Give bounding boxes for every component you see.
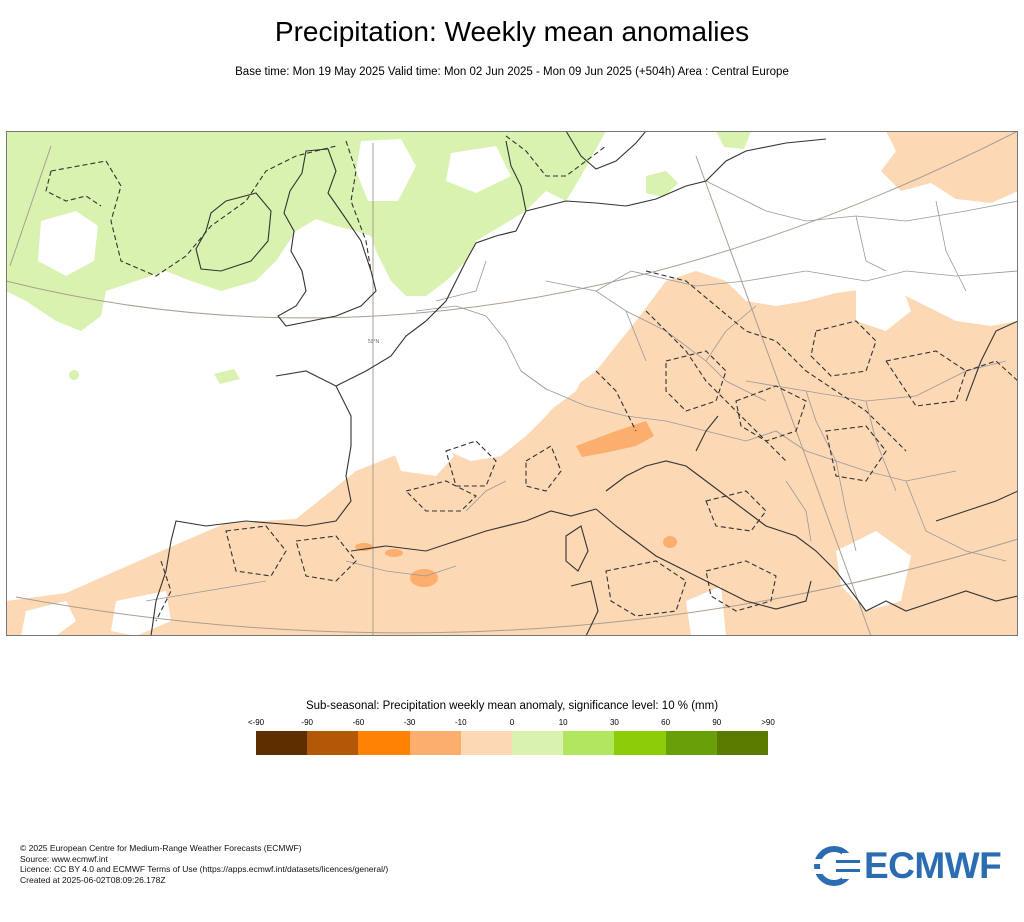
negative-anomaly-northeast (881, 131, 1018, 203)
legend-labels: <-90 -90 -60 -30 -10 0 10 30 60 90 >90 (230, 718, 794, 730)
legend-swatch (614, 731, 666, 755)
legend-swatch (460, 731, 513, 755)
no-signal-patch-6 (856, 271, 911, 331)
legend-tick-label: 0 (509, 718, 515, 727)
country-borders (145, 180, 1018, 602)
legend-tick-label: -60 (352, 718, 365, 727)
map-canvas: 50°N (6, 131, 1018, 636)
ecmwf-logo-mark (814, 846, 860, 886)
strong-negative-spot-1 (410, 569, 438, 587)
no-signal-patch-9 (21, 601, 76, 636)
no-signal-patch-3 (356, 139, 416, 201)
graticule-label: 50°N (368, 339, 380, 345)
legend-colorbar (256, 731, 769, 755)
legend-tick-label: 90 (712, 718, 722, 727)
graticule-meridian-20e (695, 155, 872, 636)
legend-tick-label: -90 (301, 718, 313, 727)
positive-anomaly-denmark (646, 171, 678, 197)
legend-tick-label: 10 (558, 718, 568, 727)
significance-contours (45, 135, 1018, 622)
graticule-meridian-west (9, 145, 52, 267)
graticule-50n (6, 131, 1018, 319)
legend-swatch (307, 731, 359, 755)
footer-licence: Licence: CC BY 4.0 and ECMWF Terms of Us… (20, 864, 389, 874)
ecmwf-logo-text: ECMWF (864, 845, 1002, 886)
strong-negative-alps (576, 421, 654, 457)
footer-source: Source: www.ecmwf.int (20, 853, 108, 864)
footer-created: Created at 2025-06-02T08:09:26.178Z (20, 874, 166, 885)
chart-title: Precipitation: Weekly mean anomalies (274, 16, 750, 47)
legend-tick-label: 30 (609, 718, 619, 727)
no-signal-patch-1 (38, 211, 98, 276)
no-signal-patch-5 (476, 321, 596, 441)
positive-anomaly-small-spot (69, 370, 79, 380)
graticule (6, 131, 1018, 636)
legend-tick-label: <-90 (247, 718, 265, 727)
legend-title: Sub-seasonal: Precipitation weekly mean … (305, 700, 719, 712)
negative-anomaly-europe (6, 271, 1018, 636)
legend-swatch (665, 731, 717, 755)
footer-credits: © 2025 European Centre for Medium-Range … (20, 843, 388, 885)
map-frame (6, 131, 1018, 636)
legend-tick-label: -10 (455, 718, 467, 727)
precipitation-anomaly-map[interactable]: 50°N (6, 131, 1018, 636)
legend-tick-label: 60 (661, 718, 671, 727)
legend-swatch (256, 731, 308, 755)
strong-negative-spot-2 (663, 536, 677, 548)
positive-anomaly-biscay-spot (214, 369, 240, 384)
legend-swatch (716, 731, 769, 755)
no-signal-patch-2 (446, 146, 511, 193)
legend-swatch (358, 731, 410, 755)
ecmwf-logo[interactable]: ECMWF (814, 846, 1006, 886)
chart-subtitle: Base time: Mon 19 May 2025 Valid time: M… (235, 66, 789, 78)
strong-negative-spot-4 (385, 549, 403, 557)
legend-swatch (563, 731, 615, 755)
footer-copyright: © 2025 European Centre for Medium-Range … (20, 843, 302, 853)
graticule-40n (15, 538, 1018, 634)
legend-swatch (409, 731, 461, 755)
legend-tick-label: -30 (403, 718, 416, 727)
legend-tick-label: >90 (761, 718, 775, 727)
legend-swatch (512, 731, 564, 755)
no-signal-patch-4 (386, 429, 454, 476)
positive-anomaly-baltic (716, 131, 751, 149)
